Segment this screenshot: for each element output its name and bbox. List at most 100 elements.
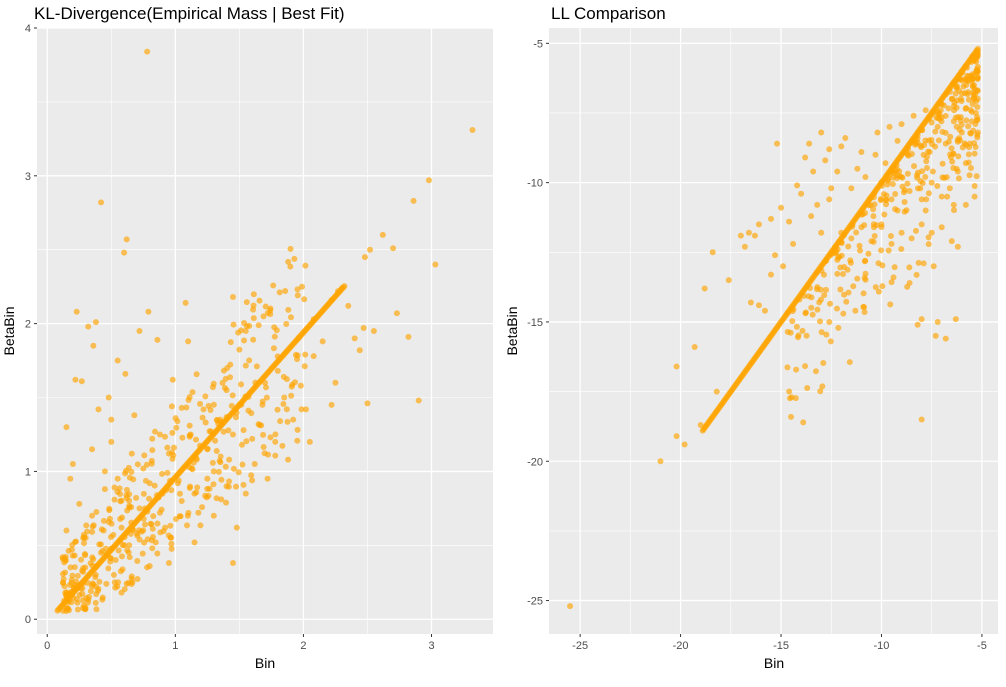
data-point (67, 564, 74, 571)
data-point (122, 470, 129, 477)
data-point (942, 140, 949, 147)
data-point (425, 177, 432, 184)
data-point (879, 283, 886, 290)
data-point (877, 196, 884, 203)
data-point (918, 316, 925, 323)
data-point (165, 560, 172, 567)
data-point (272, 452, 279, 459)
data-point (917, 178, 924, 185)
data-point (287, 245, 294, 252)
data-point (191, 539, 198, 546)
data-point (123, 236, 130, 243)
data-point (918, 196, 925, 203)
data-point (838, 229, 845, 236)
data-point (121, 534, 128, 541)
data-point (822, 157, 829, 164)
data-point (806, 140, 813, 147)
data-point (229, 431, 236, 438)
data-point (262, 379, 268, 386)
data-point (186, 422, 193, 429)
data-point (405, 333, 412, 340)
data-point (223, 499, 230, 506)
data-point (168, 545, 175, 552)
data-point (210, 468, 217, 475)
data-point (106, 505, 113, 512)
data-point (923, 196, 930, 203)
data-point (287, 314, 294, 321)
data-point (862, 210, 869, 217)
data-point (469, 126, 476, 133)
data-point (673, 363, 680, 370)
data-point (912, 141, 919, 148)
data-point (942, 91, 949, 98)
data-point (213, 447, 220, 454)
data-point (246, 357, 253, 364)
x-tick-label: -15 (773, 640, 789, 652)
data-point (841, 291, 848, 298)
data-point (886, 123, 893, 130)
data-point (939, 160, 946, 167)
data-point (820, 271, 827, 278)
data-point (276, 289, 283, 296)
data-point (737, 232, 744, 239)
data-point (965, 151, 972, 158)
data-point (965, 123, 972, 130)
data-point (814, 306, 821, 313)
data-point (242, 328, 249, 334)
data-point (133, 530, 140, 537)
data-point (74, 572, 81, 579)
data-point (410, 197, 417, 204)
data-point (156, 431, 163, 438)
data-point (959, 69, 966, 76)
data-point (906, 264, 913, 271)
data-point (290, 416, 297, 423)
data-point (955, 75, 962, 82)
ll-comparison-panel: LL Comparison -25 -20 -15 -10 -5 -25 -20 -15 -1… (504, 4, 998, 671)
x-tick-labels: -25 -20 -15 -10 -5 (572, 634, 987, 652)
data-point (947, 133, 954, 140)
data-point (857, 247, 864, 254)
data-point (802, 363, 809, 370)
data-point (249, 477, 256, 484)
data-point (233, 414, 240, 421)
data-point (881, 211, 888, 218)
data-point (923, 158, 930, 165)
data-point (912, 227, 919, 234)
data-point (89, 446, 96, 453)
data-point (780, 263, 787, 270)
data-point (154, 550, 161, 557)
data-point (182, 299, 189, 306)
data-point (335, 288, 342, 295)
data-point (923, 164, 930, 171)
data-point (793, 323, 800, 330)
data-point (243, 323, 250, 330)
data-point (351, 335, 358, 342)
data-point (328, 401, 335, 408)
data-point (294, 437, 301, 444)
data-point (957, 114, 964, 121)
data-point (82, 534, 89, 541)
data-point (826, 318, 833, 325)
data-point (252, 379, 259, 386)
data-point (128, 450, 135, 457)
data-point (800, 419, 807, 426)
data-point (205, 402, 212, 409)
data-point (193, 456, 200, 463)
data-point (108, 416, 115, 423)
data-point (747, 299, 754, 306)
data-point (233, 409, 240, 416)
data-point (890, 274, 897, 281)
x-tick-label: -25 (572, 640, 588, 652)
data-point (174, 418, 181, 425)
data-point (945, 105, 952, 112)
data-point (93, 508, 100, 515)
data-point (79, 590, 86, 597)
data-point (230, 321, 237, 328)
data-point (210, 401, 217, 408)
data-point (914, 132, 921, 139)
data-point (966, 140, 973, 147)
data-point (149, 435, 156, 442)
data-point (929, 168, 936, 175)
data-point (862, 174, 869, 181)
data-point (270, 345, 277, 352)
